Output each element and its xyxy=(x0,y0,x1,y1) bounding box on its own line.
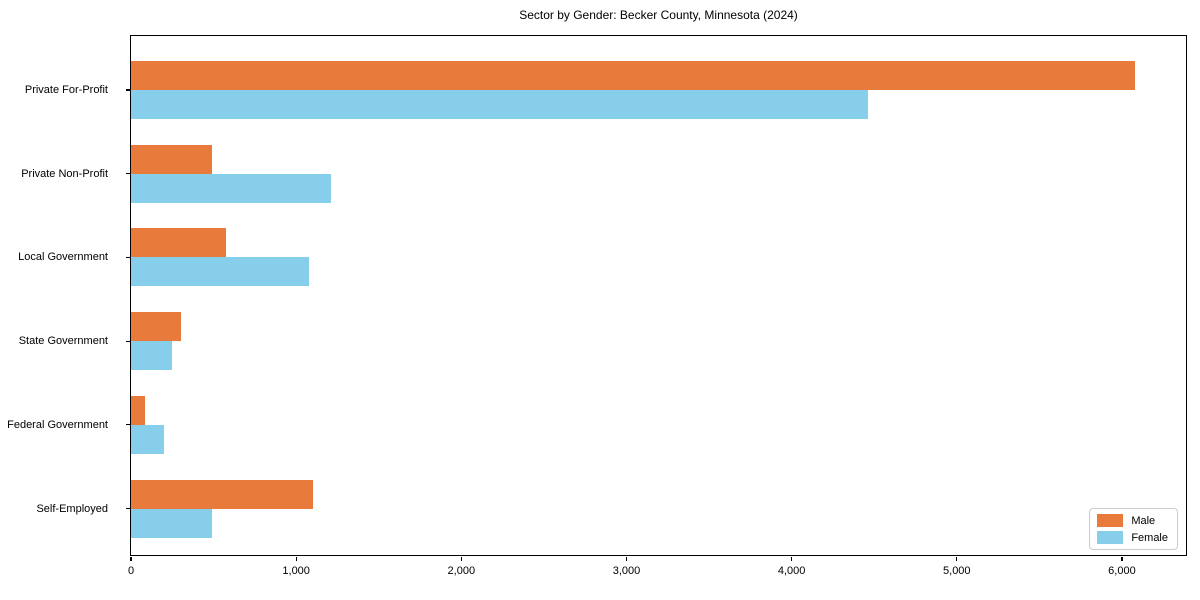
bar-male-state-government xyxy=(131,312,181,342)
y-tick-mark-self-employed xyxy=(126,507,130,510)
bar-female-local-government xyxy=(131,257,310,287)
x-axis-tick-label-5-000: 5,000 xyxy=(943,565,971,577)
y-tick-mark-state-government xyxy=(126,340,130,342)
x-tick-mark-5-000 xyxy=(956,557,958,561)
legend-swatch-male xyxy=(1097,514,1124,527)
bar-male-local-government xyxy=(131,228,226,258)
y-tick-mark-private-non-profit xyxy=(126,173,130,175)
x-tick-mark-4-000 xyxy=(791,557,793,561)
legend-item-female: Female xyxy=(1097,531,1168,544)
x-tick-mark-0 xyxy=(130,557,132,561)
legend-label-female: Female xyxy=(1131,531,1168,544)
bar-female-federal-government xyxy=(131,424,164,454)
x-axis-tick-label-4-000: 4,000 xyxy=(777,565,806,577)
legend-swatch-female xyxy=(1097,531,1124,544)
bar-female-private-for-profit xyxy=(131,90,868,119)
y-axis-label-self-employed: Self-Employed xyxy=(36,502,108,515)
y-axis-label-private-non-profit: Private Non-Profit xyxy=(21,167,108,180)
y-axis-label-state-government: State Government xyxy=(18,335,108,348)
x-tick-mark-3-000 xyxy=(625,557,628,561)
bar-female-self-employed xyxy=(131,508,212,538)
x-axis-tick-label-0: 0 xyxy=(127,565,135,577)
bar-male-federal-government xyxy=(131,395,145,425)
y-tick-mark-private-for-profit xyxy=(126,89,130,91)
bar-male-self-employed xyxy=(131,479,313,509)
x-axis-tick-label-3-000: 3,000 xyxy=(612,565,641,577)
y-tick-mark-federal-government xyxy=(126,424,130,426)
bar-male-private-for-profit xyxy=(131,61,1136,90)
plot-area: Private For-Profit Private Non-Profit Loca… xyxy=(7,35,1187,577)
bar-female-private-non-profit xyxy=(131,173,331,203)
bar-male-private-non-profit xyxy=(131,144,212,174)
legend-label-male: Male xyxy=(1131,514,1156,527)
y-tick-mark-local-government xyxy=(126,256,130,258)
x-axis-tick-label-1-000: 1,000 xyxy=(282,565,310,577)
x-axis-tick-label-6-000: 6,000 xyxy=(1108,565,1136,577)
y-axis-label-private-for-profit: Private For-Profit xyxy=(24,84,108,96)
x-tick-mark-2-000 xyxy=(460,557,462,561)
x-tick-mark-6-000 xyxy=(1121,557,1123,561)
y-axis-label-federal-government: Federal Government xyxy=(7,418,108,431)
bar-female-state-government xyxy=(131,341,173,371)
legend-item-male: Male xyxy=(1097,514,1168,527)
x-axis-tick-label-2-000: 2,000 xyxy=(447,565,476,577)
legend: Male Female xyxy=(1089,508,1178,550)
x-tick-mark-1-000 xyxy=(295,557,297,561)
chart-title: Sector by Gender: Becker County, Minneso… xyxy=(519,8,798,22)
y-axis-label-local-government: Local Government xyxy=(18,251,108,264)
